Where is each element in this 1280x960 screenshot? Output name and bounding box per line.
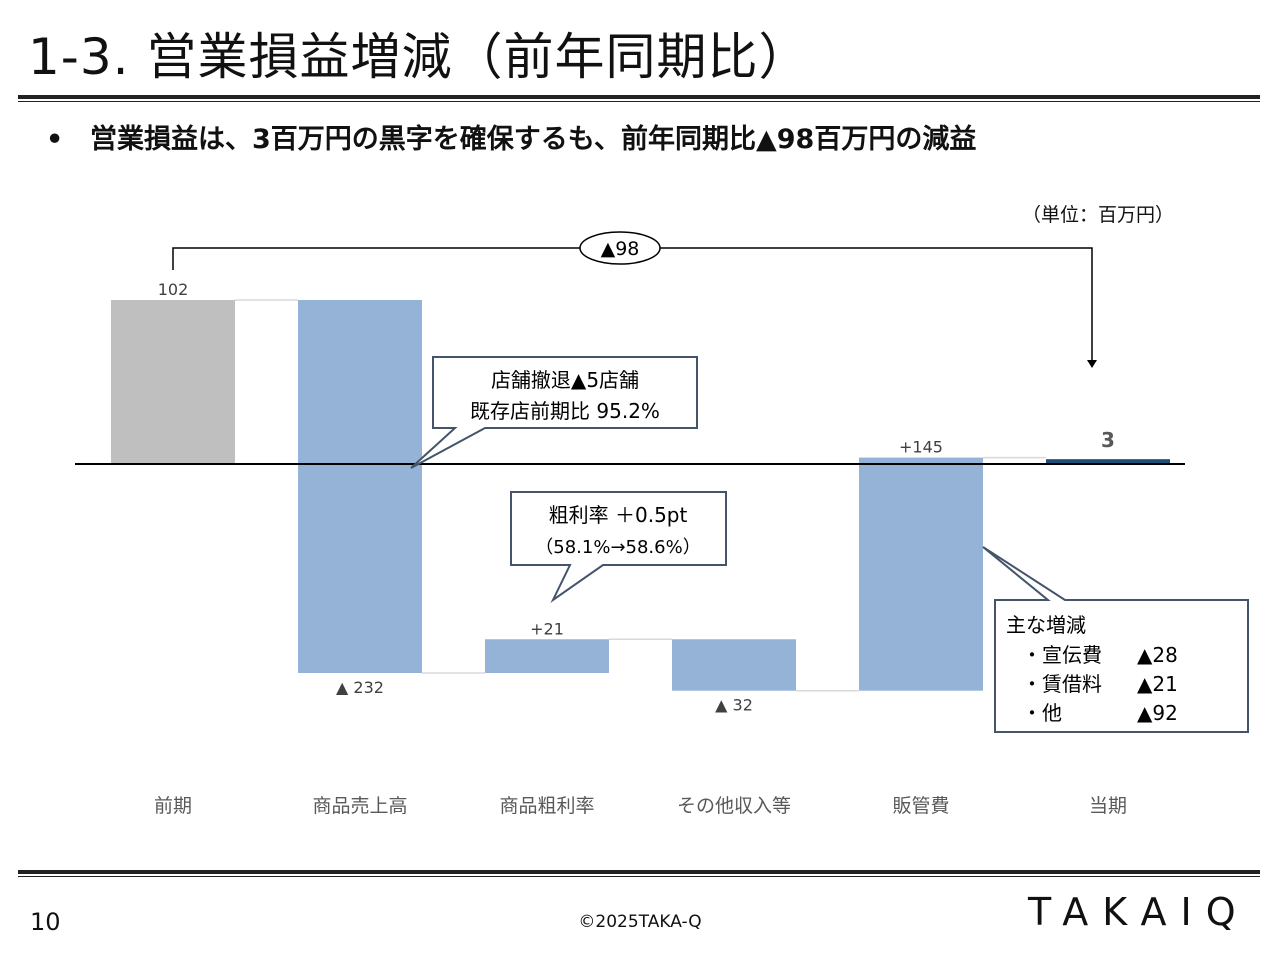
callout-1-line-2: 既存店前期比 95.2% xyxy=(470,399,660,423)
data-label-6: 3 xyxy=(1101,428,1115,452)
title-divider xyxy=(18,95,1260,99)
callout-3-item-3: ・他 xyxy=(1022,701,1062,725)
bracket-label: ▲98 xyxy=(601,238,640,260)
page-number: 10 xyxy=(30,908,61,936)
bar-2 xyxy=(298,300,422,674)
category-label-6: 当期 xyxy=(1089,795,1127,817)
callout-3-heading: 主な増減 xyxy=(1006,613,1086,637)
callout-2-line-1: 粗利率 ＋0.5pt xyxy=(549,503,688,527)
category-label-1: 前期 xyxy=(154,795,192,817)
summary-bullet: • 営業損益は、3百万円の黒字を確保するも、前年同期比▲98百万円の減益 xyxy=(46,120,976,160)
bar-5 xyxy=(859,457,983,691)
bracket-label-oval xyxy=(579,231,661,265)
data-label-1: 102 xyxy=(158,280,189,299)
page-title: 1-3. 営業損益増減（前年同期比） xyxy=(28,28,810,86)
bar-3 xyxy=(485,639,609,674)
callout-3-value-3: ▲92 xyxy=(1137,701,1178,725)
data-label-2: ▲ 232 xyxy=(336,678,384,697)
footer-divider xyxy=(18,870,1260,874)
category-label-5: 販管費 xyxy=(892,795,949,817)
callout-3-item-1: ・宣伝費 xyxy=(1022,643,1102,667)
callout-store-closure xyxy=(410,356,698,469)
unit-label: （単位：百万円） xyxy=(1022,204,1175,226)
data-label-3: +21 xyxy=(530,619,564,638)
bar-1 xyxy=(111,300,235,464)
callout-2-line-2: （58.1%→58.6%） xyxy=(535,537,700,558)
bullet-mark: • xyxy=(46,124,64,155)
footer-divider-thin xyxy=(18,876,1260,877)
callout-gross-margin xyxy=(510,491,727,604)
summary-text: 営業損益は、3百万円の黒字を確保するも、前年同期比▲98百万円の減益 xyxy=(90,124,977,155)
callout-3-value-2: ▲21 xyxy=(1137,672,1178,696)
callout-1-line-1: 店舗撤退▲5店舗 xyxy=(491,368,639,392)
data-label-5: +145 xyxy=(899,438,943,457)
callout-sga-breakdown xyxy=(982,546,1249,733)
category-label-2: 商品売上高 xyxy=(312,795,407,817)
callout-3-item-2: ・賃借料 xyxy=(1022,672,1102,696)
bar-4 xyxy=(672,639,796,691)
data-label-4: ▲ 32 xyxy=(715,696,753,715)
title-divider-thin xyxy=(18,101,1260,102)
callout-3-value-1: ▲28 xyxy=(1137,643,1178,667)
bracket-arrow-head xyxy=(1087,360,1097,368)
copyright: ©2025TAKA-Q xyxy=(578,912,702,932)
bar-6 xyxy=(1046,459,1170,464)
category-label-4: その他収入等 xyxy=(677,795,791,817)
company-logo: TAKAIQ xyxy=(1028,890,1250,934)
category-label-3: 商品粗利率 xyxy=(499,795,594,817)
